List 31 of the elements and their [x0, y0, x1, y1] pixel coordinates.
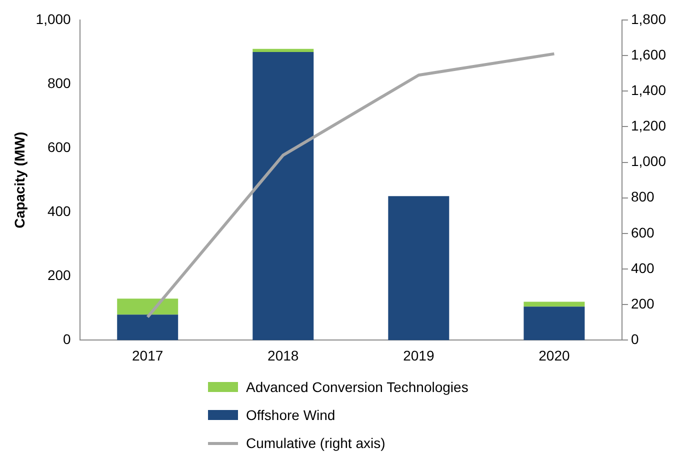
bar — [252, 48, 314, 52]
bar — [388, 196, 450, 340]
y2-tick-label: 1,600 — [630, 46, 666, 62]
x-tick-label: 2017 — [132, 347, 164, 364]
y2-tick-label: 800 — [630, 188, 655, 205]
y-tick-label: 600 — [47, 138, 72, 155]
legend-label: Offshore Wind — [246, 407, 336, 423]
y2-tick-label: 200 — [630, 295, 655, 312]
x-tick-label: 2019 — [403, 347, 434, 364]
y-tick-label: 1,000 — [36, 10, 72, 27]
legend-label: Cumulative (right axis) — [246, 435, 386, 451]
y-axis-title: Capacity (MW) — [11, 132, 28, 228]
y2-tick-label: 1,400 — [630, 82, 666, 98]
y-tick-label: 400 — [47, 202, 72, 219]
y2-tick-label: 0 — [630, 331, 639, 348]
y-tick-label: 200 — [47, 267, 72, 284]
bar — [524, 302, 585, 307]
x-tick-label: 2018 — [268, 347, 299, 364]
bar — [117, 314, 178, 340]
bar — [117, 298, 178, 315]
bar — [524, 306, 585, 340]
y2-tick-label: 400 — [630, 260, 655, 276]
bar — [252, 52, 314, 340]
y2-tick-label: 1,200 — [630, 118, 666, 134]
x-tick-label: 2020 — [538, 347, 570, 364]
y-tick-label: 0 — [63, 331, 72, 348]
y-tick-label: 800 — [47, 74, 72, 91]
y2-tick-label: 1,800 — [630, 10, 666, 27]
y2-tick-label: 600 — [630, 224, 655, 240]
legend-label: Advanced Conversion Technologies — [246, 379, 468, 395]
y2-tick-label: 1,000 — [630, 153, 666, 170]
